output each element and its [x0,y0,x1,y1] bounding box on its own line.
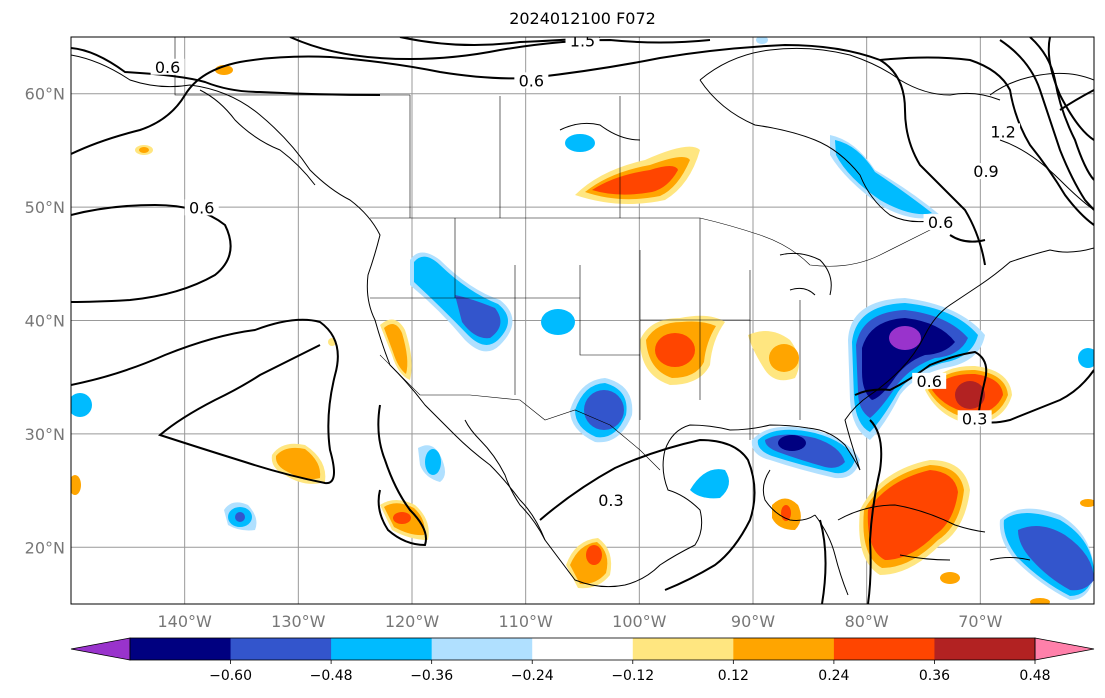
negative-blob [565,134,595,152]
contour-label: 1.5 [570,32,595,51]
lon-tick-label: 120°W [385,612,440,631]
contour-label: 0.9 [973,162,998,181]
lat-tick-label: 60°N [25,85,65,104]
positive-blob [586,545,602,565]
contour-label: 0.3 [962,409,987,428]
contour-label-bg [593,491,628,508]
colorbar-swatch [130,638,232,660]
contour-label-bg [969,163,1004,180]
contour-label-bg [986,123,1021,140]
positive-blob [139,147,149,153]
negative-blob [778,435,806,451]
negative-blob [756,37,768,44]
colorbar-swatch [833,638,935,660]
colorbar-min-arrow [70,637,131,661]
negative-blob [455,295,501,339]
positive-blob [955,381,985,409]
contour-label: 0.6 [928,213,953,232]
negative-blob [835,140,932,215]
colorbar-tick-label: 0.24 [818,668,849,684]
coastlines [71,47,1094,596]
lat-tick-label: 50°N [25,198,65,217]
lon-tick-labels: 140°W 130°W 120°W 110°W 100°W 90°W 80°W 70°W [157,612,1002,631]
colorbar-tick-label: 0.48 [1019,668,1050,684]
negative-blob [889,326,921,350]
lat-tick-labels: 60°N 50°N 40°N 30°N 20°N [25,85,65,558]
positive-blob [655,333,695,367]
contour-label-bg [150,58,185,75]
colorbar-swatch [331,638,433,660]
negative-blob [1018,526,1094,591]
contour-label-bg [923,214,958,231]
positive-blob [867,470,958,560]
colorbar: −0.60 −0.48 −0.36 −0.24 −0.12 0.12 0.24 0.36 0.4… [70,637,1095,684]
negative-blob [71,393,92,417]
negative-blob [425,449,441,475]
colorbar-swatch [632,638,734,660]
colorbar-tick-label: −0.36 [410,668,453,684]
colorbar-swatch [934,638,1036,660]
lon-tick-label: 80°W [845,612,889,631]
lat-tick-label: 30°N [25,425,65,444]
positive-blob [275,447,321,480]
contour-label: 1.2 [990,122,1015,141]
negative-blob [690,469,729,499]
colorbar-swatch [230,638,332,660]
colorbar-swatch [431,638,533,660]
colorbar-frame [129,637,1036,661]
positive-blob [1030,598,1050,604]
colorbar-tick-label: −0.12 [611,668,654,684]
contour-label-bg [184,199,219,216]
colorbar-tick-label: 0.36 [919,668,950,684]
positive-blob [384,324,408,374]
lon-tick-label: 130°W [271,612,326,631]
positive-blob [769,344,799,372]
lon-tick-label: 70°W [958,612,1002,631]
colorbar-tick-label: −0.60 [209,668,252,684]
contour-label: 0.6 [189,198,214,217]
lon-tick-label: 100°W [612,612,667,631]
political-borders [174,37,941,471]
lon-tick-label: 140°W [157,612,212,631]
contour-label: 0.6 [519,71,544,90]
positive-blob [940,572,960,584]
colorbar-tick-label: −0.24 [511,668,554,684]
anomaly-shading [71,37,1094,604]
lon-tick-label: 110°W [498,612,553,631]
positive-blob [592,166,678,195]
contour-labels: 0.6 0.6 0.6 0.6 0.3 0.3 0.6 0.9 1.2 1.5 [150,32,1021,510]
negative-blob [862,318,955,400]
contour-lines [71,37,1094,604]
positive-blob [71,475,81,495]
colorbar-swatch [532,638,634,660]
lon-tick-label: 90°W [731,612,775,631]
positive-blob [393,512,411,524]
lat-tick-label: 40°N [25,312,65,331]
negative-blob [235,512,245,522]
colorbar-max-arrow [1034,637,1095,661]
contour-label-bg [957,410,992,427]
colorbar-tick-label: 0.12 [718,668,749,684]
map-title: 2024012100 F072 [509,9,656,28]
positive-blob [1080,499,1094,507]
contour-label: 0.6 [916,372,941,391]
contour-label-bg [565,37,600,49]
contour-label-bg [912,372,947,389]
colorbar-swatch [733,638,835,660]
map-area: 0.6 0.6 0.6 0.6 0.3 0.3 0.6 0.9 1.2 1.5 [71,32,1094,604]
negative-blob [541,309,575,335]
contour-label: 0.3 [598,491,623,510]
negative-blob [1078,348,1094,368]
contour-label-bg [514,72,549,89]
map-frame [70,36,1095,605]
lat-tick-label: 20°N [25,538,65,557]
colorbar-tick-label: −0.48 [310,668,353,684]
negative-blob [584,390,624,430]
contour-label: 0.6 [155,58,180,77]
